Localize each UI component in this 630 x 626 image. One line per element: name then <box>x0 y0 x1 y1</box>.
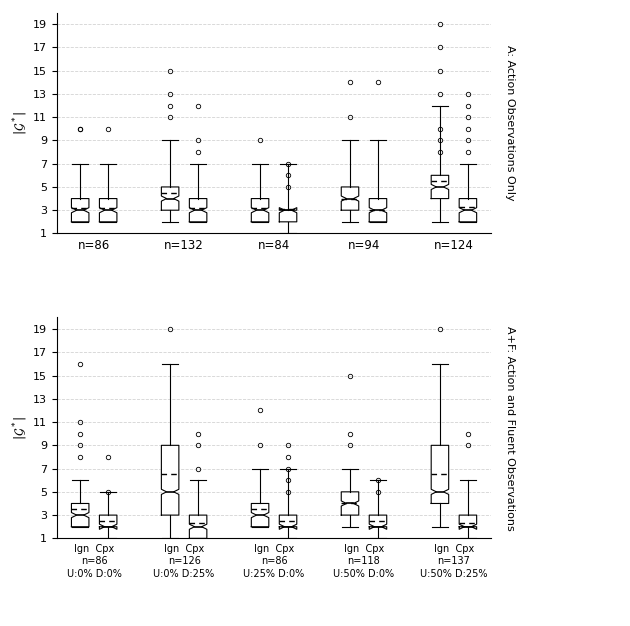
Polygon shape <box>341 492 358 515</box>
Y-axis label: A: Action Observations Only: A: Action Observations Only <box>505 45 515 201</box>
Polygon shape <box>279 515 297 530</box>
Polygon shape <box>459 515 477 530</box>
Polygon shape <box>100 198 117 222</box>
Polygon shape <box>459 198 477 222</box>
Polygon shape <box>341 187 358 210</box>
Polygon shape <box>431 175 449 198</box>
Polygon shape <box>100 515 117 530</box>
Polygon shape <box>369 515 387 530</box>
Polygon shape <box>190 198 207 222</box>
Polygon shape <box>161 445 179 515</box>
Polygon shape <box>161 187 179 210</box>
Y-axis label: $|\mathcal{G}^*|$: $|\mathcal{G}^*|$ <box>11 111 30 135</box>
Y-axis label: $|\mathcal{G}^*|$: $|\mathcal{G}^*|$ <box>11 416 30 440</box>
Polygon shape <box>251 503 269 526</box>
Polygon shape <box>251 198 269 222</box>
Y-axis label: A+F: Action and Fluent Observations: A+F: Action and Fluent Observations <box>505 326 515 530</box>
Polygon shape <box>71 198 89 222</box>
Polygon shape <box>279 208 297 222</box>
Polygon shape <box>71 503 89 526</box>
Polygon shape <box>190 515 207 538</box>
Polygon shape <box>369 198 387 222</box>
Polygon shape <box>431 445 449 503</box>
